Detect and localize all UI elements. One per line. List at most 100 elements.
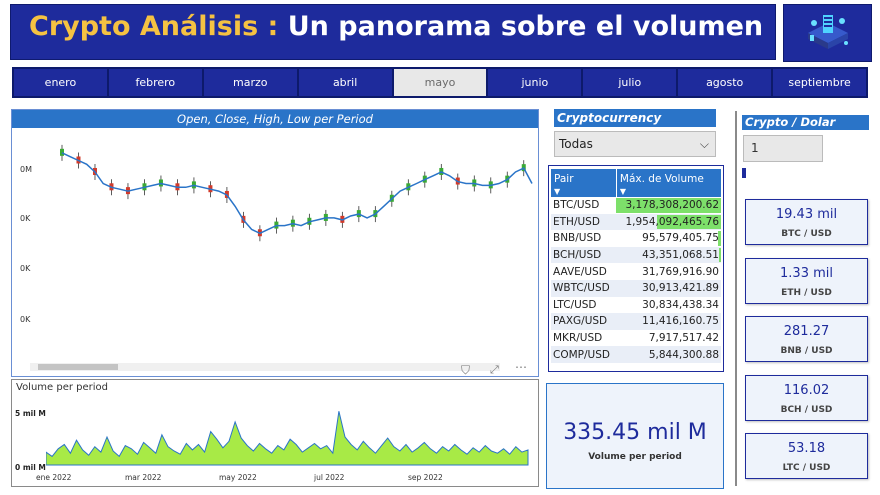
- pair-cell: BTC/USD: [553, 199, 600, 212]
- volume-data-bar: [717, 231, 721, 246]
- price-label: ETH / USD: [781, 288, 832, 298]
- volume-text: 1,954,092,465.76: [625, 215, 719, 228]
- month-tabs: enero febrero marzo abril mayo junio jul…: [12, 67, 868, 98]
- pair-cell: BCH/USD: [551, 246, 617, 264]
- volume-cell: 30,834,438.34: [616, 297, 721, 314]
- y-tick: 0K: [20, 214, 31, 223]
- table-row[interactable]: ETH/USD 1,954,092,465.76: [551, 213, 721, 231]
- price-card-ltc: 53.18 LTC / USD: [745, 433, 868, 479]
- volume-cell: 1,954,092,465.76: [616, 213, 721, 231]
- pair-cell: COMP/USD: [551, 346, 617, 363]
- pair-cell: MKR/USD: [553, 332, 603, 345]
- scrollbar-thumb[interactable]: [38, 364, 118, 370]
- crypto-dolar-slider[interactable]: [742, 168, 746, 178]
- y-tick: 0K: [20, 315, 31, 324]
- chevron-down-icon: ⌵: [699, 136, 709, 151]
- volume-cell: 3,178,308,200.62: [616, 197, 721, 214]
- price-value: 1.33 mil: [780, 266, 833, 281]
- col-header-pair[interactable]: Pair ▼: [551, 169, 617, 197]
- tab-julio[interactable]: julio: [583, 69, 677, 96]
- volume-area: [46, 411, 529, 466]
- table-row[interactable]: WBTC/USD 30,913,421.89: [551, 279, 721, 297]
- price-label: BTC / USD: [781, 229, 832, 239]
- price-card-bch: 116.02 BCH / USD: [745, 375, 868, 421]
- table-row[interactable]: BNB/USD 95,579,405.75: [551, 230, 721, 247]
- volume-kpi-value: 335.45 mil M: [563, 420, 707, 445]
- volume-text: 30,834,438.34: [642, 298, 719, 311]
- candle-chart-plot: [60, 144, 533, 242]
- price-label: BCH / USD: [780, 405, 833, 415]
- volume-area-plot: [46, 411, 529, 466]
- volume-kpi-label: Volume per period: [588, 452, 682, 462]
- volume-cell: 30,913,421.89: [616, 279, 721, 297]
- price-label: LTC / USD: [782, 463, 831, 473]
- volume-cell: 31,769,916.90: [616, 263, 721, 280]
- right-column-divider: [735, 111, 873, 486]
- crypto-dropdown[interactable]: Todas ⌵: [554, 131, 716, 157]
- pair-volume-table: Pair ▼ Máx. de Volume ▼ BTC/USD 3,178,308,2…: [548, 165, 724, 372]
- table-row[interactable]: BCH/USD 43,351,068.51: [551, 246, 721, 264]
- volume-text: 5,844,300.88: [648, 348, 719, 361]
- x-tick: sep 2022: [408, 473, 443, 482]
- tab-agosto[interactable]: agosto: [678, 69, 772, 96]
- volume-text: 7,917,517.42: [648, 332, 719, 345]
- x-tick: jul 2022: [314, 473, 345, 482]
- crypto-dropdown-value: Todas: [559, 137, 593, 151]
- volume-chart-title: Volume per period: [16, 382, 109, 393]
- tab-junio[interactable]: junio: [488, 69, 582, 96]
- title-accent: Crypto Análisis :: [29, 11, 279, 42]
- pair-cell: LTC/USD: [553, 298, 597, 311]
- candle-body: [60, 148, 64, 156]
- volume-text: 95,579,405.75: [642, 232, 719, 245]
- pair-cell: BNB/USD: [553, 232, 602, 245]
- price-card-eth: 1.33 mil ETH / USD: [745, 258, 868, 304]
- price-card-bnb: 281.27 BNB / USD: [745, 316, 868, 362]
- col-header-volume[interactable]: Máx. de Volume ▼: [616, 169, 721, 197]
- tab-mayo[interactable]: mayo: [393, 69, 487, 96]
- volume-text: 31,769,916.90: [642, 265, 719, 278]
- crypto-server-illustration-icon: [783, 4, 872, 62]
- tab-septiembre[interactable]: septiembre: [773, 69, 867, 96]
- table-row[interactable]: AAVE/USD 31,769,916.90: [551, 263, 721, 280]
- tab-febrero[interactable]: febrero: [108, 69, 202, 96]
- pair-cell: PAXG/USD: [551, 313, 617, 330]
- volume-kpi-card: 335.45 mil M Volume per period: [546, 383, 724, 489]
- tab-abril[interactable]: abril: [298, 69, 392, 96]
- price-label: BNB / USD: [780, 346, 833, 356]
- x-tick: may 2022: [219, 473, 257, 482]
- volume-cell: 5,844,300.88: [616, 346, 721, 363]
- more-options-icon[interactable]: ⋯: [515, 360, 527, 374]
- y-tick: 0M: [20, 165, 32, 174]
- table-row[interactable]: MKR/USD 7,917,517.42: [551, 330, 721, 347]
- volume-cell: 11,416,160.75: [616, 313, 721, 330]
- filter-icon[interactable]: ⛉: [461, 363, 471, 377]
- tab-marzo[interactable]: marzo: [203, 69, 297, 96]
- pair-cell: AAVE/USD: [553, 265, 607, 278]
- volume-text: 11,416,160.75: [642, 315, 719, 328]
- candlestick-chart-panel: Open, Close, High, Low per Period 0M 0K …: [11, 109, 539, 377]
- y-tick: 5 mil M: [15, 409, 46, 418]
- x-tick: mar 2022: [125, 473, 162, 482]
- volume-text: 30,913,421.89: [642, 282, 719, 295]
- crypto-dolar-label: Crypto / Dolar: [742, 115, 869, 130]
- page-title: Crypto Análisis : Un panorama sobre el v…: [29, 11, 763, 42]
- horizontal-scrollbar[interactable]: [30, 363, 500, 371]
- price-value: 281.27: [783, 324, 830, 339]
- price-value: 116.02: [783, 383, 830, 398]
- header-banner: Crypto Análisis : Un panorama sobre el v…: [10, 4, 776, 60]
- price-value: 53.18: [787, 441, 826, 456]
- volume-data-bar: [657, 214, 721, 230]
- pair-cell: ETH/USD: [551, 213, 617, 231]
- title-rest: Un panorama sobre el volumen: [278, 11, 764, 42]
- table-row[interactable]: BTC/USD 3,178,308,200.62: [551, 197, 721, 214]
- focus-mode-icon[interactable]: ⤢: [490, 363, 499, 376]
- table-row[interactable]: LTC/USD 30,834,438.34: [551, 297, 721, 314]
- volume-text: 3,178,308,200.62: [625, 199, 719, 212]
- table-row[interactable]: COMP/USD 5,844,300.88: [551, 346, 721, 363]
- volume-cell: 43,351,068.51: [616, 246, 721, 264]
- table-row[interactable]: PAXG/USD 11,416,160.75: [551, 313, 721, 330]
- crypto-dolar-input[interactable]: 1: [743, 135, 823, 162]
- volume-cell: 7,917,517.42: [616, 330, 721, 347]
- candle-chart-title: Open, Close, High, Low per Period: [12, 110, 538, 128]
- tab-enero[interactable]: enero: [14, 69, 107, 96]
